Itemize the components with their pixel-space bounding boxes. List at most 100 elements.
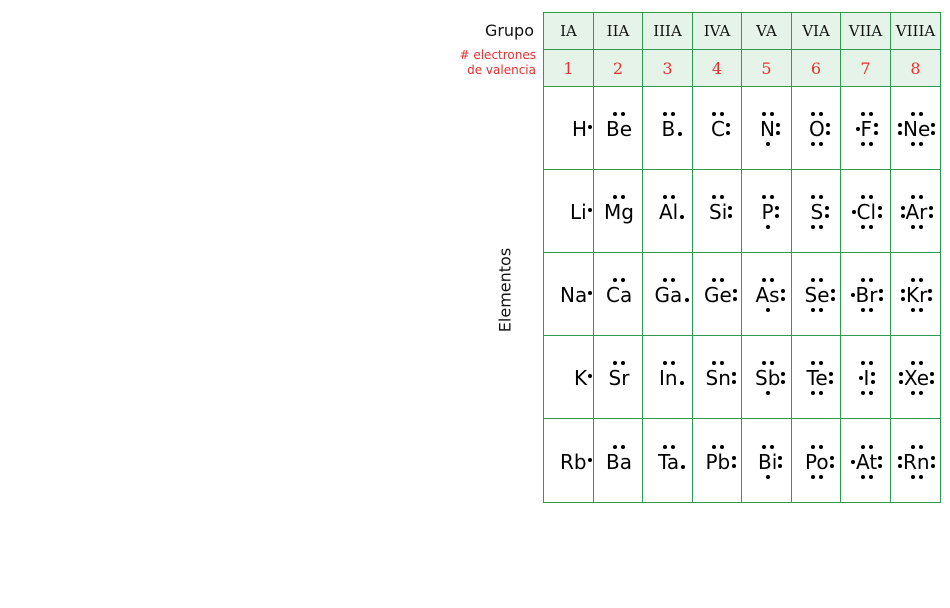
- valence-electron-dot: [761, 278, 766, 282]
- valence-electron-dot: [811, 225, 815, 229]
- element-symbol: N: [760, 117, 775, 141]
- valence-electron-dot: [910, 474, 915, 479]
- valence-electron-dot: [910, 195, 915, 199]
- valence-electron-dot: [870, 380, 875, 384]
- valence-electron-dot: [731, 380, 736, 384]
- valence-electron-dot: [918, 391, 923, 395]
- valence-electron-dot: [811, 444, 815, 449]
- valence-electron-dot: [819, 142, 823, 146]
- valence-electron-dot: [769, 361, 774, 365]
- element-symbol: Xe: [904, 366, 930, 390]
- element-symbol: In: [659, 366, 678, 390]
- elements-axis-text: Elementos: [495, 247, 515, 333]
- element-cell: Rn: [890, 418, 941, 503]
- element-cell: H: [543, 86, 594, 170]
- element-symbol: S: [810, 200, 824, 224]
- valence-electron-dot: [613, 112, 617, 116]
- element-cell: Ge: [692, 252, 742, 336]
- valence-electron-dot: [860, 112, 865, 116]
- valence-electron-dot: [860, 391, 865, 395]
- element-symbol: P: [761, 200, 774, 224]
- element-symbol: Mg: [604, 200, 634, 224]
- valence-count-text: 6: [810, 58, 822, 78]
- element-cell: P: [741, 169, 792, 253]
- element-symbol: As: [755, 283, 780, 307]
- valence-count-cell: 3: [642, 49, 693, 87]
- valence-electron-dot: [898, 131, 902, 135]
- element-cell: Bi: [741, 418, 792, 503]
- valence-electron-dot: [918, 308, 923, 312]
- element-symbol: Pb: [705, 449, 731, 474]
- valence-electron-dot: [918, 278, 923, 282]
- valence-electron-dot: [588, 125, 592, 129]
- valence-electron-dot: [811, 474, 815, 479]
- valence-electron-dot: [826, 123, 830, 127]
- valence-electron-dot: [811, 142, 815, 146]
- valence-electron-dot: [670, 278, 675, 282]
- valence-electron-dot: [733, 297, 737, 301]
- element-symbol: Ca: [606, 283, 633, 307]
- element-cell: Pb: [692, 418, 742, 503]
- element-cell: In: [642, 335, 693, 419]
- valence-electron-dot: [811, 112, 815, 116]
- element-cell: Br: [840, 252, 891, 336]
- valence-electron-dot: [769, 195, 774, 199]
- valence-electron-dot: [868, 278, 873, 282]
- element-symbol: I: [863, 366, 870, 390]
- valence-electron-dot: [781, 380, 785, 384]
- valence-electron-dot: [870, 372, 875, 376]
- valence-electron-dot: [811, 195, 815, 199]
- element-symbol: C: [711, 117, 725, 141]
- element-symbol: Sn: [705, 366, 731, 390]
- valence-electron-dot: [928, 214, 933, 218]
- group-header-cell: IIA: [593, 12, 643, 50]
- group-header-cell: VIA: [791, 12, 841, 50]
- element-symbol: Rn: [903, 449, 930, 474]
- element-cell: Se: [791, 252, 841, 336]
- valence-electron-dot: [901, 289, 905, 293]
- valence-electron-dot: [613, 195, 617, 199]
- valence-electron-dot: [931, 131, 935, 135]
- valence-electron-dot: [621, 112, 625, 116]
- valence-electron-dot: [873, 131, 878, 135]
- valence-electron-dot: [731, 455, 736, 460]
- valence-electron-dot: [877, 206, 882, 210]
- valence-electron-dot: [918, 195, 923, 199]
- valence-electron-dot: [720, 195, 724, 199]
- element-symbol: Ar: [905, 200, 928, 224]
- valence-electron-dot: [819, 112, 823, 116]
- valence-electron-dot: [819, 278, 823, 282]
- valence-electron-dot: [910, 308, 915, 312]
- valence-electron-dot: [878, 463, 882, 468]
- valence-electron-dot: [613, 278, 617, 282]
- valence-count-cell: 2: [593, 49, 643, 87]
- valence-electron-dot: [860, 361, 865, 365]
- valence-electron-dot: [731, 463, 736, 468]
- valence-electron-dot: [588, 208, 592, 212]
- element-symbol: At: [856, 449, 878, 474]
- valence-count-text: 3: [662, 58, 673, 78]
- valence-electron-dot: [712, 444, 716, 449]
- group-header-text: VIA: [802, 22, 830, 40]
- valence-electron-dot: [860, 444, 865, 449]
- valence-electron-dot: [868, 225, 873, 229]
- valence-electron-dot: [828, 380, 833, 384]
- element-symbol: Si: [709, 200, 728, 224]
- valence-electron-dot: [898, 123, 902, 127]
- valence-count-cell: 8: [890, 49, 941, 87]
- valence-electron-dot: [720, 361, 724, 365]
- valence-electron-dot: [774, 206, 779, 210]
- element-cell: C: [692, 86, 742, 170]
- valence-electron-dot: [621, 361, 625, 365]
- element-symbol: Ta: [658, 449, 680, 474]
- element-cell: Ba: [593, 418, 643, 503]
- group-header-cell: IA: [543, 12, 594, 50]
- valence-electron-dot: [868, 195, 873, 199]
- valence-electron-dot: [726, 131, 730, 135]
- valence-electron-dot: [860, 195, 865, 199]
- element-cell: Ga: [642, 252, 693, 336]
- valence-electron-dot: [662, 278, 667, 282]
- valence-electron-dot: [684, 298, 689, 302]
- valence-count-text: 4: [711, 58, 723, 78]
- valence-electron-dot: [830, 297, 835, 301]
